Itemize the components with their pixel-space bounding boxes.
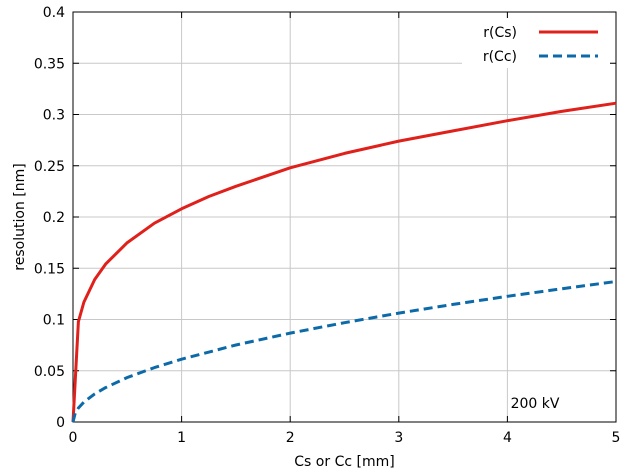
x-tick-label: 0 xyxy=(69,430,78,446)
series-line-2 xyxy=(71,280,617,423)
y-tick-label: 0 xyxy=(56,415,65,431)
y-tick-label: 0.1 xyxy=(43,313,65,329)
legend-label-2: r(Cc) xyxy=(483,49,517,65)
x-axis-label: Cs or Cc [mm] xyxy=(294,454,394,470)
y-tick-label: 0.2 xyxy=(43,210,65,226)
x-tick-label: 3 xyxy=(394,430,403,446)
y-tick-labels: 0 0.05 0.1 0.15 0.2 0.25 0.3 0.35 0.4 xyxy=(34,5,65,431)
y-tick-label: 0.3 xyxy=(43,108,65,124)
legend-background xyxy=(462,18,610,68)
series-lines xyxy=(71,101,617,423)
voltage-annotation: 200 kV xyxy=(511,396,560,412)
x-tick-label: 5 xyxy=(612,430,621,446)
x-tick-label: 4 xyxy=(503,430,512,446)
y-axis-label: resolution [nm] xyxy=(12,163,28,270)
y-tick-label: 0.25 xyxy=(34,159,65,175)
legend: r(Cs) r(Cc) xyxy=(483,25,598,65)
legend-label-1: r(Cs) xyxy=(483,25,517,41)
x-tick-labels: 0 1 2 3 4 5 xyxy=(69,430,621,446)
x-tick-label: 2 xyxy=(286,430,295,446)
x-tick-label: 1 xyxy=(177,430,186,446)
y-tick-label: 0.4 xyxy=(43,5,65,21)
series-line-1 xyxy=(71,101,617,423)
y-tick-label: 0.15 xyxy=(34,261,65,277)
y-tick-label: 0.05 xyxy=(34,364,65,380)
grid xyxy=(73,12,616,422)
y-tick-label: 0.35 xyxy=(34,56,65,72)
